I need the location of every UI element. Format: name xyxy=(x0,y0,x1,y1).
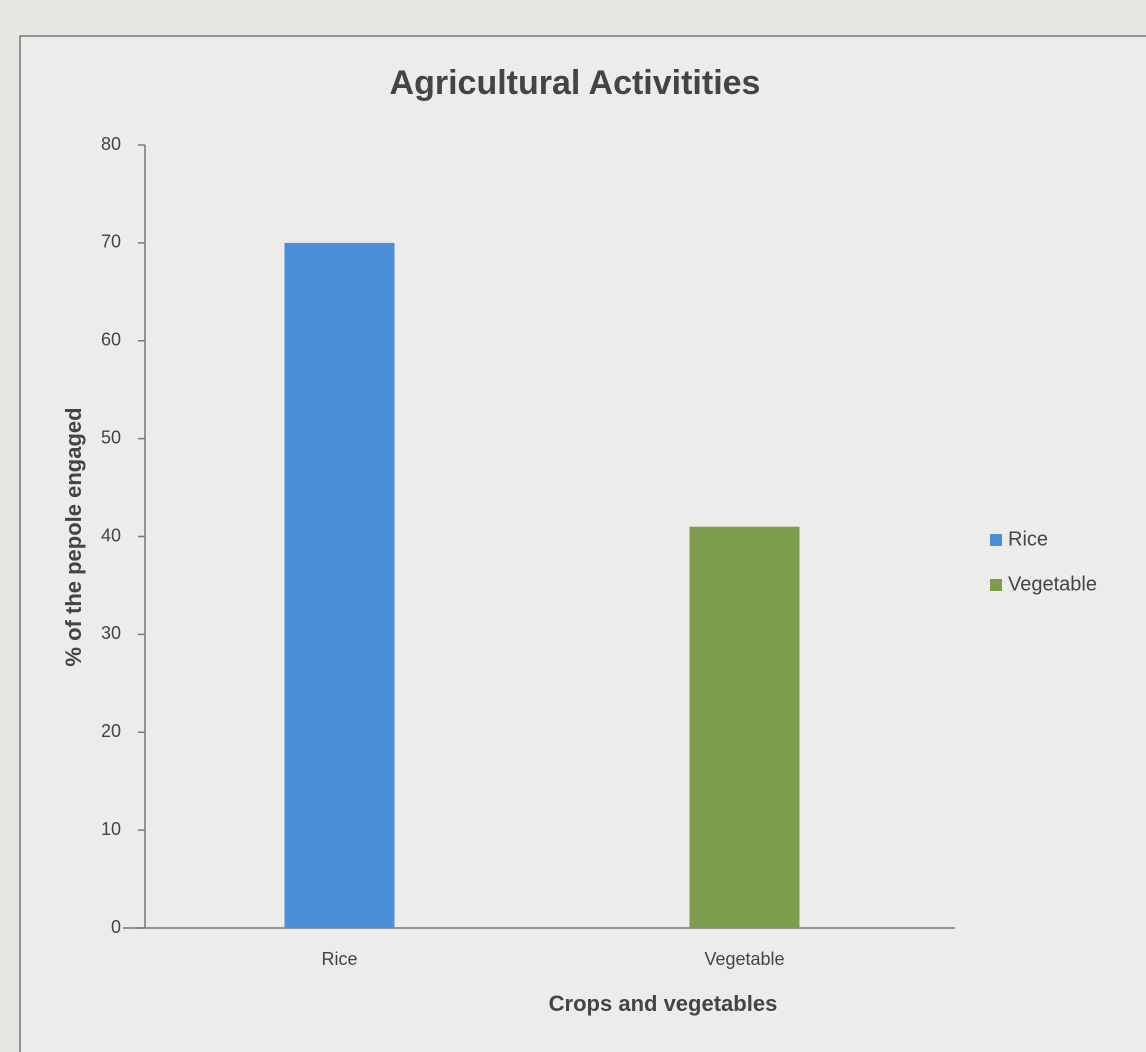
y-tick-label: 30 xyxy=(101,623,121,643)
y-tick-label: 80 xyxy=(101,134,121,154)
y-tick-label: 60 xyxy=(101,330,121,350)
legend-label: Rice xyxy=(1008,528,1048,550)
legend-label: Vegetable xyxy=(1008,573,1097,595)
y-axis-label: % of the pepole engaged xyxy=(61,407,86,666)
y-tick-label: 20 xyxy=(101,721,121,741)
chart-frame xyxy=(19,35,1146,1052)
y-tick-label: 10 xyxy=(101,819,121,839)
bar xyxy=(284,242,395,928)
y-tick-label: 50 xyxy=(101,427,121,447)
y-tick-label: 40 xyxy=(101,525,121,545)
bar xyxy=(689,526,800,928)
x-tick-label: Vegetable xyxy=(704,949,784,969)
legend-swatch xyxy=(990,579,1002,591)
y-tick-label: 0 xyxy=(111,917,121,937)
y-tick-label: 70 xyxy=(101,232,121,252)
x-tick-label: Rice xyxy=(321,949,357,969)
chart-title: Agricultural Activitities xyxy=(390,64,761,102)
legend-swatch xyxy=(990,534,1002,546)
x-axis-label: Crops and vegetables xyxy=(549,991,778,1016)
